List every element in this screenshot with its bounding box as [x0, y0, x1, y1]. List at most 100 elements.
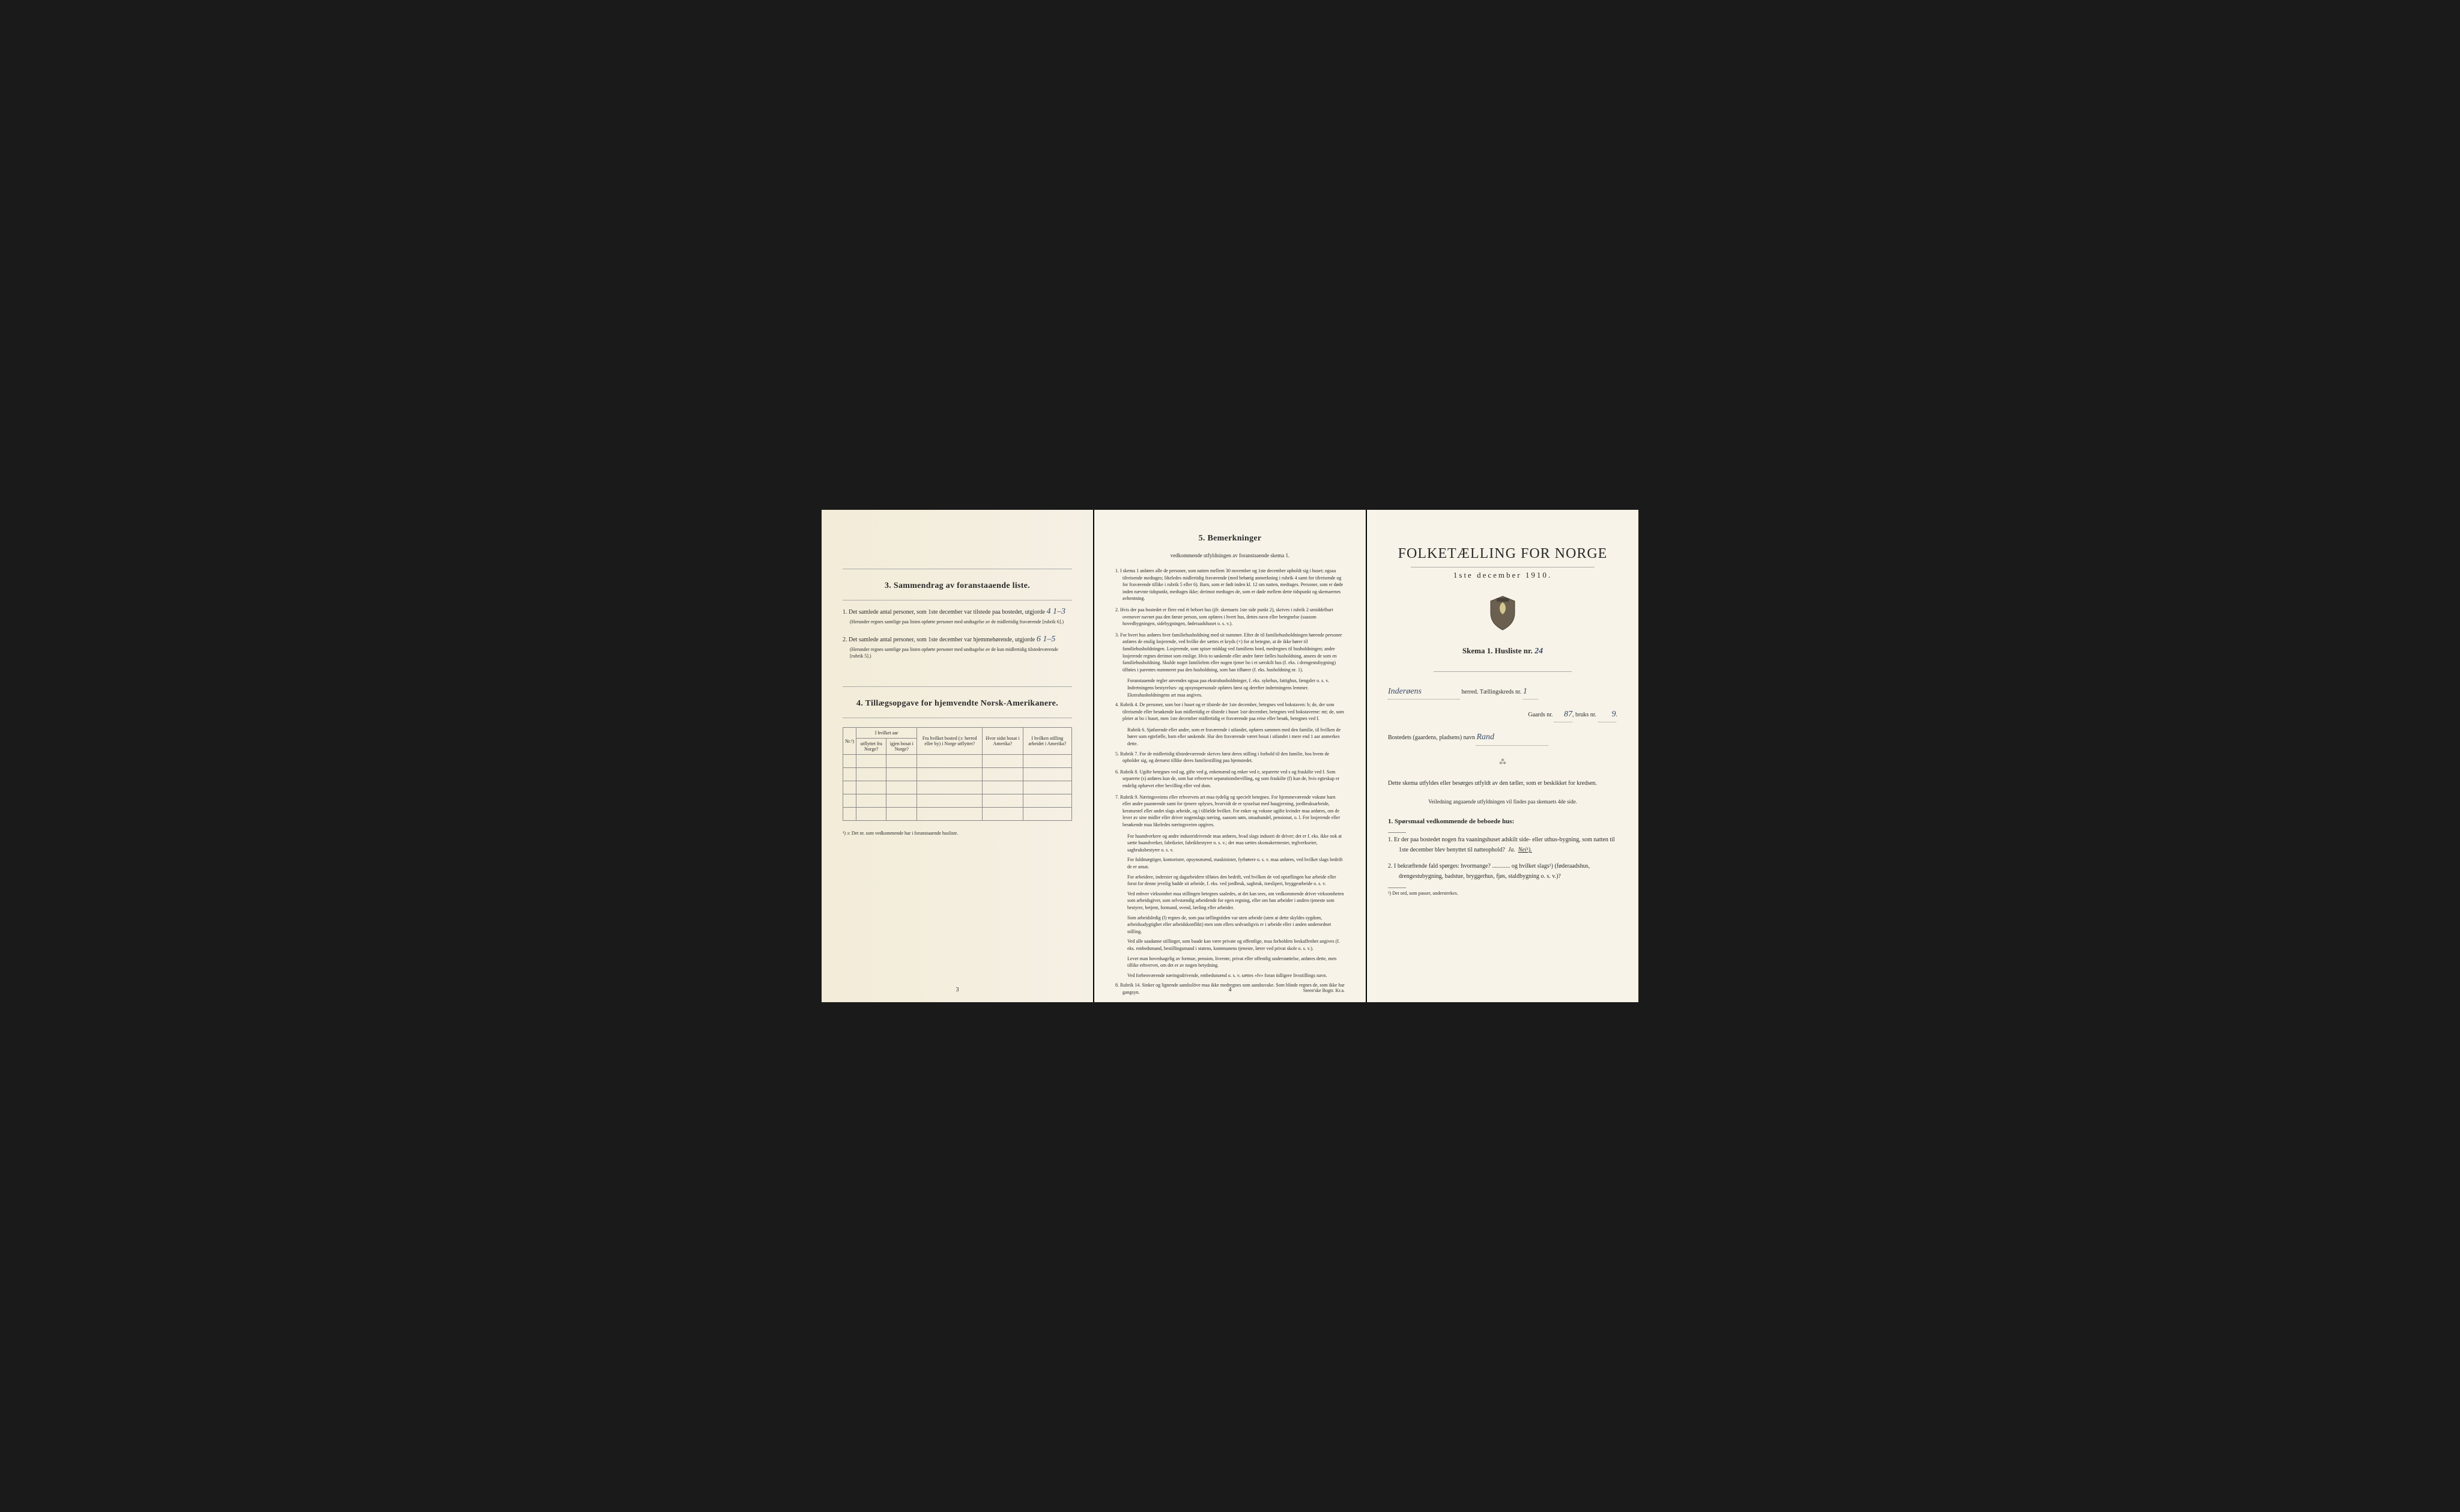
- section3-title: 3. Sammendrag av foranstaaende liste.: [843, 581, 1072, 591]
- item1-note: (Herunder regnes samtlige paa listen opf…: [843, 618, 1072, 625]
- table-cell: [856, 808, 886, 821]
- bruk-label: bruks nr.: [1575, 712, 1596, 718]
- table-cell: [983, 781, 1023, 794]
- table-cell: [856, 781, 886, 794]
- table-cell: [886, 781, 917, 794]
- table-cell: [843, 808, 856, 821]
- item1-value: 4 1–3: [1046, 607, 1065, 616]
- section5-title: 5. Bemerkninger: [1115, 534, 1345, 543]
- table-row: [843, 808, 1072, 821]
- remarks-list: 1. I skema 1 anføres alle de personer, s…: [1115, 567, 1345, 996]
- bosted-line: Bostedets (gaardens, pladsens) navn Rand: [1388, 730, 1617, 745]
- table-cell: [917, 755, 983, 768]
- q-section-title: 1. Spørsmaal vedkommende de beboede hus:: [1388, 818, 1617, 825]
- table-cell: [983, 755, 1023, 768]
- page-right: FOLKETÆLLING FOR NORGE 1ste december 191…: [1367, 510, 1638, 1002]
- table-cell: [1023, 781, 1071, 794]
- kreds-value: 1: [1523, 684, 1538, 700]
- table-row: [843, 755, 1072, 768]
- printer-note: Steen'ske Bogtr. Kr.a.: [1303, 988, 1345, 993]
- table-cell: [983, 768, 1023, 781]
- section5-subtitle: vedkommende utfyldningen av foranstaaend…: [1115, 552, 1345, 558]
- th-stilling: I hvilken stilling arbeidet i Amerika?: [1023, 728, 1071, 755]
- summary-item-1: 1. Det samlede antal personer, som 1ste …: [843, 605, 1072, 626]
- summary-item-2: 2. Det samlede antal personer, som 1ste …: [843, 633, 1072, 660]
- table-cell: [843, 781, 856, 794]
- remark-item: 1. I skema 1 anføres alle de personer, s…: [1115, 567, 1345, 602]
- remark-item: For arbeidere, inderster og dagarbeidere…: [1115, 874, 1345, 888]
- skema-label: Skema 1. Husliste nr.: [1462, 646, 1533, 655]
- table-cell: [843, 755, 856, 768]
- th-aar: I hvilket aar: [856, 728, 917, 739]
- instruction-sub: Veiledning angaaende utfyldningen vil fi…: [1388, 797, 1617, 806]
- remark-item: Som arbeidsledig (l) regnes de, som paa …: [1115, 915, 1345, 936]
- questions-section: 1. Spørsmaal vedkommende de beboede hus:…: [1388, 818, 1617, 897]
- th-utflyttet: utflyttet fra Norge?: [856, 739, 886, 755]
- q-footnote: ¹) Det ord, som passer, understrekes.: [1388, 890, 1617, 897]
- amerikanere-table: Nr.¹) I hvilket aar Fra hvilket bosted (…: [843, 727, 1072, 821]
- bruk-value: 9: [1598, 707, 1616, 722]
- remark-item: Ved forhenværende næringsdrivende, embed…: [1115, 972, 1345, 979]
- page-number-3: 3: [956, 987, 959, 993]
- bosted-value: Rand: [1476, 730, 1548, 745]
- page-middle: 5. Bemerkninger vedkommende utfyldningen…: [1094, 510, 1366, 1002]
- q1-text: 1. Er der paa bostedet nogen fra vaaning…: [1388, 836, 1615, 853]
- table-cell: [1023, 768, 1071, 781]
- crest-icon: [1488, 595, 1518, 631]
- th-igjen: igjen bosat i Norge?: [886, 739, 917, 755]
- table-cell: [983, 808, 1023, 821]
- remark-item: For fuldmægtiger, kontorister, opsynsmæn…: [1115, 856, 1345, 870]
- skema-line: Skema 1. Husliste nr. 24: [1388, 646, 1617, 656]
- item2-value: 6 1–5: [1037, 635, 1056, 644]
- table-cell: [886, 794, 917, 808]
- th-amerika-bosat: Hvor sidst bosat i Amerika?: [983, 728, 1023, 755]
- section4-title: 4. Tillægsopgave for hjemvendte Norsk-Am…: [843, 699, 1072, 709]
- table-row: [843, 781, 1072, 794]
- census-date: 1ste december 1910.: [1388, 570, 1617, 580]
- herred-label: herred. Tællingskreds nr.: [1462, 689, 1522, 695]
- census-document: 3. Sammendrag av foranstaaende liste. 1.…: [822, 510, 1638, 1002]
- remark-item: Ved enhver virksomhet maa stillingen bet…: [1115, 891, 1345, 912]
- remark-item: 6. Rubrik 8. Ugifte betegnes ved ug, gif…: [1115, 769, 1345, 790]
- remark-item: Lever man hovedsagelig av formue, pensio…: [1115, 955, 1345, 969]
- page-left: 3. Sammendrag av foranstaaende liste. 1.…: [822, 510, 1093, 1002]
- question-1: 1. Er der paa bostedet nogen fra vaaning…: [1388, 835, 1617, 855]
- remark-item: Foranstaaende regler anvendes ogsaa paa …: [1115, 677, 1345, 698]
- item2-text: 2. Det samlede antal personer, som 1ste …: [843, 637, 1035, 643]
- remark-item: 2. Hvis der paa bostedet er flere end ét…: [1115, 606, 1345, 627]
- table-cell: [856, 794, 886, 808]
- table-cell: [886, 768, 917, 781]
- table-cell: [886, 808, 917, 821]
- herred-value: Inderøens: [1388, 684, 1460, 700]
- table-row: [843, 768, 1072, 781]
- table-cell: [856, 755, 886, 768]
- table-cell: [917, 794, 983, 808]
- table-cell: [886, 755, 917, 768]
- table-cell: [1023, 808, 1071, 821]
- skema-value: 24: [1534, 647, 1543, 656]
- gaard-value: 87: [1554, 707, 1572, 722]
- remark-item: Rubrik 6. Sjøfarende eller andre, som er…: [1115, 727, 1345, 748]
- table-cell: [917, 768, 983, 781]
- bosted-label: Bostedets (gaardens, pladsens) navn: [1388, 734, 1475, 741]
- table-cell: [843, 794, 856, 808]
- main-title: FOLKETÆLLING FOR NORGE: [1388, 546, 1617, 562]
- th-nr: Nr.¹): [843, 728, 856, 755]
- remark-item: 5. Rubrik 7. For de midlertidig tilstede…: [1115, 751, 1345, 764]
- remark-item: 4. Rubrik 4. De personer, som bor i huse…: [1115, 701, 1345, 722]
- table-cell: [1023, 755, 1071, 768]
- q1-ja: Ja.: [1508, 847, 1515, 853]
- page-number-4: 4: [1229, 987, 1232, 993]
- herred-line: Inderøens herred. Tællingskreds nr. 1: [1388, 684, 1617, 700]
- remark-item: For haandverkere og andre industridriven…: [1115, 833, 1345, 854]
- table-cell: [856, 768, 886, 781]
- remark-item: Ved alle saadanne stillinger, som baade …: [1115, 938, 1345, 952]
- th-bosted: Fra hvilket bosted (ɔ: herred eller by) …: [917, 728, 983, 755]
- gaard-label: Gaards nr.: [1528, 712, 1553, 718]
- table-cell: [843, 768, 856, 781]
- table-cell: [1023, 794, 1071, 808]
- gaard-line: Gaards nr. 87, bruks nr. 9.: [1388, 707, 1617, 722]
- table-row: [843, 794, 1072, 808]
- table-footnote: ¹) ɔ: Det nr. som vedkommende har i fora…: [843, 830, 1072, 836]
- coat-of-arms: [1388, 595, 1617, 634]
